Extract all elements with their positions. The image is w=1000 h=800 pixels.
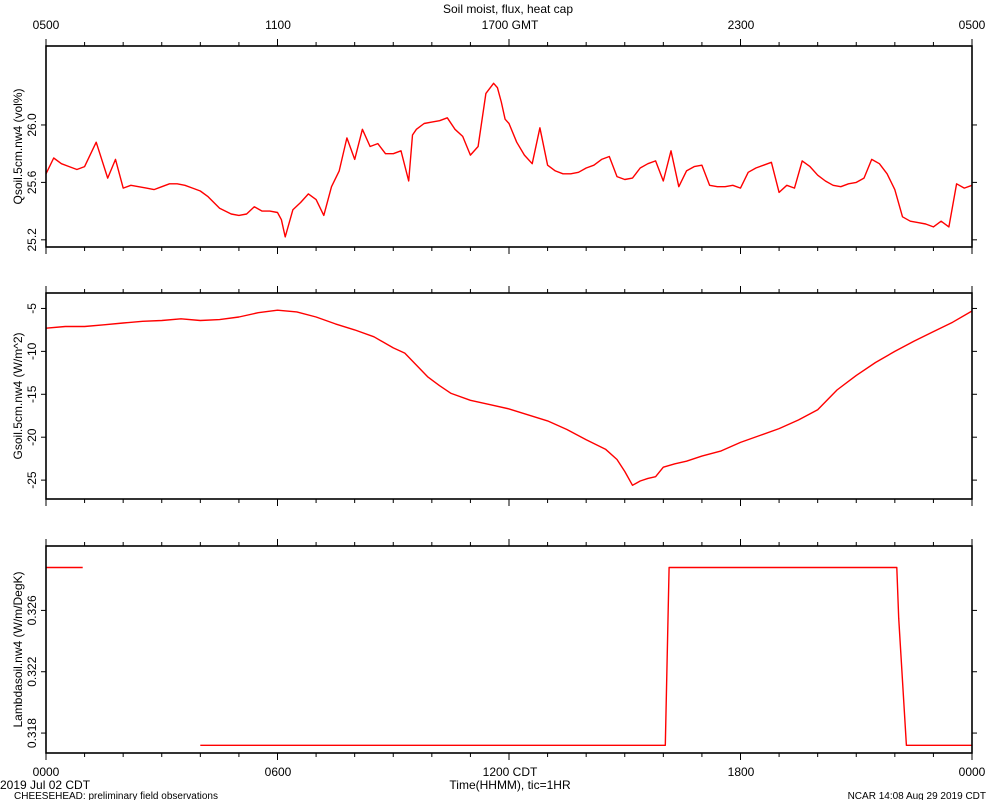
footer-project: CHEESEHEAD: preliminary field observatio… xyxy=(14,791,218,800)
y-tick-label: -10 xyxy=(25,342,39,360)
y-tick-label: -25 xyxy=(25,471,39,489)
bottom-axis-tick-label: 1200 CDT xyxy=(483,765,538,779)
plot-frame xyxy=(45,45,973,248)
y-tick-label: 26.0 xyxy=(25,113,39,137)
x-axis-label: Time(HHMM), tic=1HR xyxy=(449,778,571,792)
y-tick-label: -15 xyxy=(25,385,39,403)
bottom-axis-tick-label: 0600 xyxy=(265,765,292,779)
soil-heat-flux-panel: -25 -20 -15 -10 -5 Gsoil.5cm.nw4 (W/m^2) xyxy=(11,286,977,506)
footer-stamp: NCAR 14:08 Aug 29 2019 CDT xyxy=(848,791,986,800)
top-axis-tick-label: 0500 xyxy=(33,18,60,32)
y-tick-label: 25.6 xyxy=(25,170,39,194)
top-axis-tick-label: 0500 xyxy=(959,18,986,32)
bottom-axis-tick-label: 1800 xyxy=(728,765,755,779)
top-axis-tick-label: 2300 xyxy=(728,18,755,32)
footer-date: 2019 Jul 02 CDT xyxy=(0,778,91,792)
top-axis-tick-label: 1700 GMT xyxy=(482,18,539,32)
y-axis-label: Gsoil.5cm.nw4 (W/m^2) xyxy=(11,333,25,460)
y-tick-label: 0.326 xyxy=(25,595,39,625)
y-tick-label: -20 xyxy=(25,428,39,446)
top-axis-tick-label: 1100 xyxy=(265,18,291,32)
bottom-axis-tick-label: 0000 xyxy=(33,765,60,779)
plot-frame xyxy=(45,545,973,754)
chart-title: Soil moist, flux, heat cap xyxy=(443,2,573,16)
series-line xyxy=(45,309,973,486)
y-axis-label: Lambdasoil.nw4 (W/m/DegK) xyxy=(11,571,25,727)
plot-frame xyxy=(45,292,973,500)
y-tick-label: -5 xyxy=(25,303,39,314)
series-line xyxy=(45,82,973,238)
y-tick-label: 0.322 xyxy=(25,656,39,686)
bottom-axis-tick-label: 0000 xyxy=(959,765,986,779)
series-line xyxy=(200,566,972,746)
y-tick-label: 0.318 xyxy=(25,718,39,748)
y-tick-label: 25.2 xyxy=(25,228,39,252)
y-axis-label: Qsoil.5cm.nw4 (vol%) xyxy=(11,88,25,204)
